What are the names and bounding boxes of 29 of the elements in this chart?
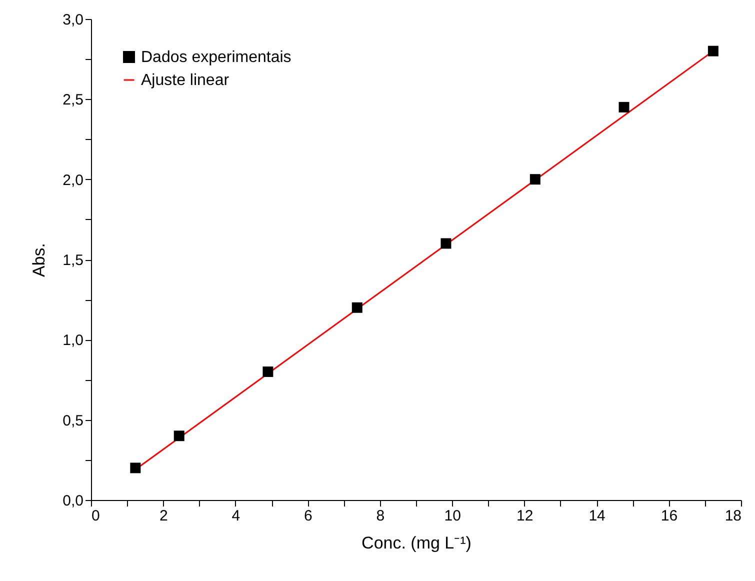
point: [174, 430, 184, 442]
y-axis-title: Abs.: [30, 242, 49, 278]
x-tick-label: 8: [376, 508, 385, 524]
x-tick-label: 2: [160, 508, 168, 524]
x-tick-label: 10: [444, 508, 461, 524]
legend-label: Dados experimentais: [141, 49, 292, 66]
y-tick-label: 2,5: [62, 92, 84, 109]
point: [262, 366, 274, 377]
y-tick-label: 0,0: [62, 492, 84, 510]
point: [618, 102, 630, 112]
x-tick-label: 18: [724, 508, 742, 524]
y-tick-label: 1,0: [62, 332, 84, 350]
y-tick-label: 2,0: [62, 172, 84, 189]
x-tick-label: 16: [660, 508, 678, 524]
x-tick-label: 12: [516, 508, 534, 524]
x-tick-label: 0: [92, 508, 100, 524]
point: [708, 46, 718, 56]
y-tick-label: 1,5: [62, 252, 84, 269]
point: [130, 462, 141, 474]
x-tick-label: 6: [304, 508, 312, 524]
y-tick-label: 0,5: [62, 412, 84, 430]
point: [530, 174, 540, 185]
x-tick-label: 14: [588, 508, 606, 524]
legend-label: Ajuste linear: [141, 72, 230, 89]
x-tick-label: 4: [232, 508, 240, 524]
y-tick-label: 3,0: [62, 12, 84, 28]
x-axis-title: Conc. (mg L⁻¹): [362, 534, 472, 552]
point: [440, 238, 452, 249]
point: [352, 302, 362, 313]
